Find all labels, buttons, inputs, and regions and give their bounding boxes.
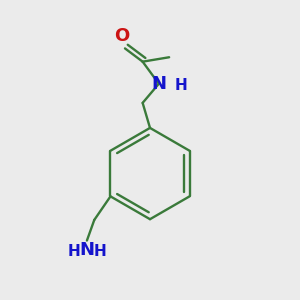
Text: N: N	[151, 75, 166, 93]
Text: O: O	[114, 27, 129, 45]
Text: H: H	[94, 244, 106, 259]
Text: H: H	[174, 78, 187, 93]
Text: H: H	[67, 244, 80, 259]
Text: N: N	[80, 241, 94, 259]
